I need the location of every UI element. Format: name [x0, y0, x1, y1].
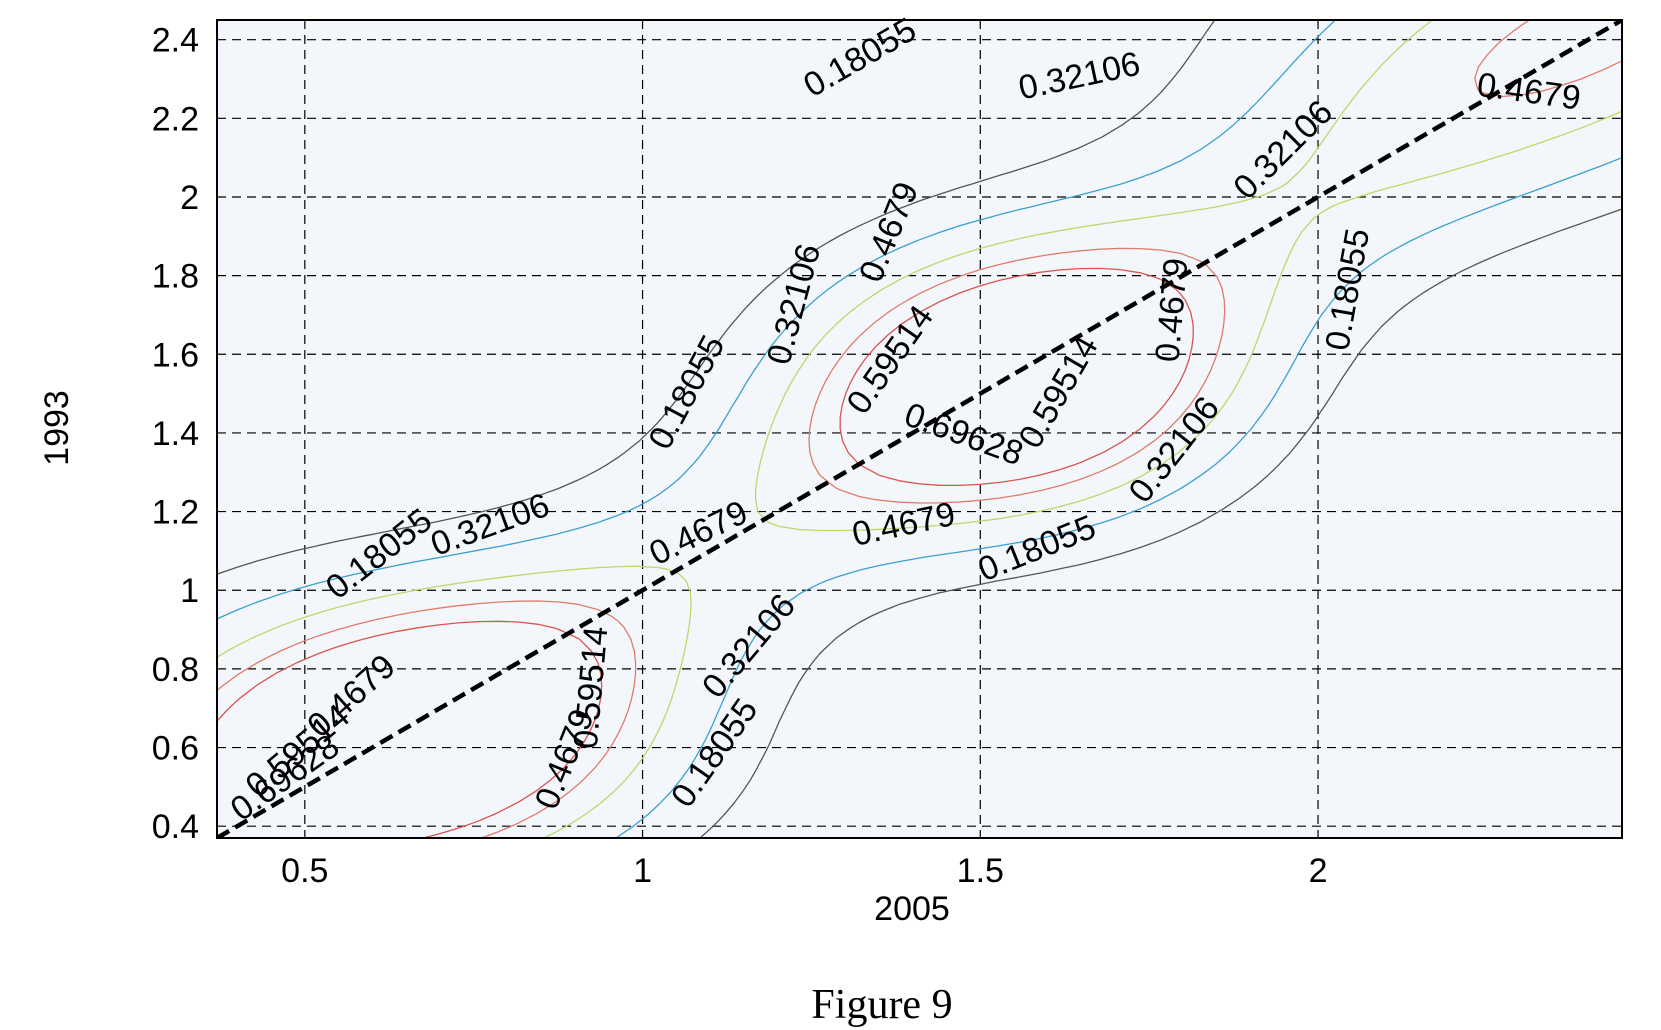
y-tick-label: 1.2 [152, 494, 199, 532]
y-tick-label: 2 [180, 179, 199, 217]
figure-caption: Figure 9 [811, 982, 952, 1028]
x-tick-label: 0.5 [281, 852, 328, 890]
contour-line [217, 20, 1622, 838]
y-tick-label: 0.6 [152, 730, 199, 768]
contour-line [217, 267, 1194, 838]
contour-label: 0.4679 [1149, 257, 1196, 364]
y-tick-label: 1.8 [152, 258, 199, 296]
y-axis-label: 1993 [38, 390, 76, 466]
y-tick-label: 1.4 [152, 415, 199, 453]
y-tick-label: 0.4 [152, 808, 199, 846]
contour-line [217, 20, 1622, 838]
y-tick-label: 2.2 [152, 100, 199, 138]
reference-line [217, 20, 1622, 838]
y-tick-label: 2.4 [152, 22, 199, 60]
x-tick-label: 1.5 [957, 852, 1004, 890]
plot-frame [216, 19, 1623, 839]
y-tick-labels: 0.4 0.6 0.8 1 1.2 1.4 1.6 1.8 2 2.2 2.4 [152, 22, 199, 847]
x-axis-label: 2005 [874, 890, 950, 928]
contour-line [217, 20, 1622, 838]
reference-line-group [217, 20, 1622, 838]
x-tick-label: 2 [1309, 852, 1328, 890]
y-tick-label: 0.8 [152, 651, 199, 689]
grid-lines [217, 20, 1622, 838]
x-tick-label: 1 [633, 852, 652, 890]
y-tick-label: 1 [180, 572, 199, 610]
x-tick-labels: 0.5 1 1.5 2 [281, 852, 1327, 890]
y-tick-label: 1.6 [152, 336, 199, 374]
